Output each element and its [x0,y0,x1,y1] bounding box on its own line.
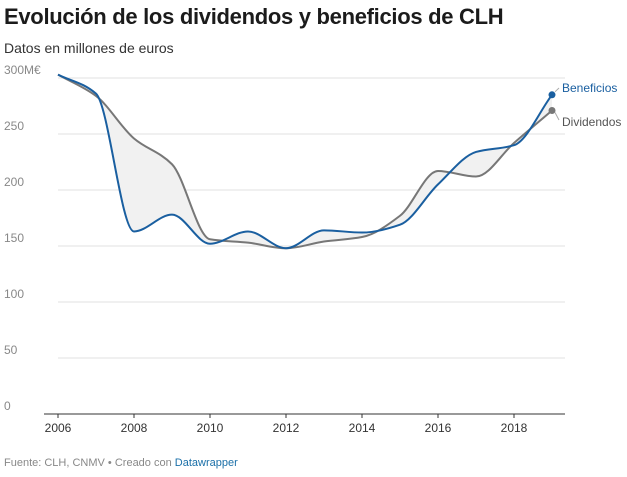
chart-title: Evolución de los dividendos y beneficios… [4,4,504,29]
shaded-area [58,74,552,249]
y-tick-label: 200 [4,175,24,189]
x-tick-label: 2008 [121,421,148,435]
chart-subtitle: Datos en millones de euros [4,40,174,56]
y-tick-label: 150 [4,231,24,245]
footer-separator: • [104,457,115,469]
source-text: Fuente: CLH, CNMV [4,457,105,469]
y-tick-label: 50 [4,343,18,357]
end-point-beneficios [548,91,556,99]
created-with-text: Creado con [114,457,175,469]
series-label-dividendos: Dividendos [562,115,621,129]
series-line-beneficios [57,73,553,250]
datawrapper-link[interactable]: Datawrapper [174,457,238,469]
line-chart: 0 50 100 150 200 250 300M€ 2006 2008 2010 2012 2014… [4,63,621,435]
y-tick-label: 100 [4,287,24,301]
series-line-dividendos [57,73,553,250]
x-tick-label: 2006 [45,421,72,435]
x-tick-label: 2014 [349,421,376,435]
y-tick-label: 300M€ [4,63,41,77]
x-tick-label: 2016 [425,421,452,435]
x-tick-label: 2018 [501,421,528,435]
y-tick-label: 250 [4,119,24,133]
chart-footer: Fuente: CLH, CNMV • Creado con Datawrapp… [4,457,238,469]
x-tick-label: 2012 [273,421,300,435]
label-connector [554,87,560,93]
label-connector [554,112,560,121]
y-tick-label: 0 [4,399,11,413]
x-tick-label: 2010 [197,421,224,435]
end-point-dividendos [548,106,556,114]
series-label-beneficios: Beneficios [562,81,617,95]
